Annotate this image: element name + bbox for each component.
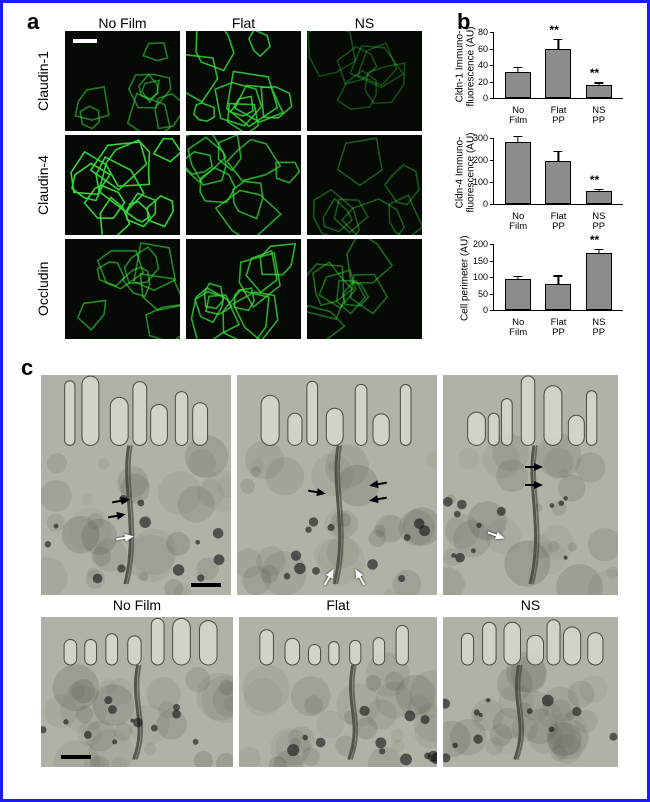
fluorescence-image [307, 239, 422, 339]
black-arrow-icon [534, 463, 543, 471]
significance-marker: ** [549, 23, 558, 37]
chart-plot: 0100200300**No FilmFlat PPNS PP [493, 139, 623, 205]
ytick: 80 [478, 27, 488, 37]
ytick: 40 [478, 60, 488, 70]
ytick: 0 [483, 305, 488, 315]
fluorescence-image [186, 31, 301, 131]
em-micrograph [237, 375, 437, 595]
xtick: NS PP [584, 106, 614, 126]
bar-chart: Cldn-4 Immuno- fluorescence (AU) 01002003… [453, 137, 633, 235]
fluorescence-image [307, 31, 422, 131]
xtick: No Film [503, 318, 533, 338]
bar [505, 279, 531, 310]
em-micrograph [41, 375, 231, 595]
panel-c-label: c [21, 355, 33, 381]
col-header: NS [307, 15, 422, 31]
panel-c-top-row [41, 375, 618, 595]
col-header: Flat [239, 597, 437, 613]
black-arrow-icon [534, 481, 543, 489]
ytick: 100 [473, 272, 488, 282]
xtick: Flat PP [543, 318, 573, 338]
bar [545, 284, 571, 310]
col-header: No Film [65, 15, 180, 31]
ytick: 200 [473, 155, 488, 165]
ytick: 0 [483, 199, 488, 209]
em-micrograph [239, 617, 437, 767]
bar [545, 49, 571, 99]
bar-group [543, 161, 573, 204]
fluorescence-image [65, 31, 180, 131]
col-header: Flat [186, 15, 301, 31]
fluorescence-image [307, 135, 422, 235]
em-micrograph [443, 375, 618, 595]
ytick: 50 [478, 289, 488, 299]
fluorescence-image [65, 239, 180, 339]
bar [505, 142, 531, 204]
bar [586, 253, 612, 310]
col-header: No Film [41, 597, 233, 613]
row-label: Claudin-4 [35, 135, 51, 235]
ytick: 20 [478, 77, 488, 87]
bar [586, 85, 612, 98]
col-header: NS [443, 597, 618, 613]
bar-group [503, 279, 533, 310]
bar [586, 191, 612, 204]
xtick: NS PP [584, 318, 614, 338]
xtick: No Film [503, 212, 533, 232]
significance-marker: ** [590, 233, 599, 247]
bar [545, 161, 571, 204]
panel-a-col-headers: No Film Flat NS [65, 15, 422, 31]
chart-ylabel: Cldn-1 Immuno- fluorescence (AU) [451, 31, 481, 101]
bar-group: ** [584, 85, 614, 98]
ytick: 300 [473, 133, 488, 143]
row-label: Occludin [35, 239, 51, 339]
bar-group: ** [584, 191, 614, 204]
scale-bar [191, 583, 221, 587]
xtick: Flat PP [543, 106, 573, 126]
ytick: 200 [473, 239, 488, 249]
panel-c-bottom-row [41, 617, 618, 767]
black-arrow-icon [120, 495, 130, 504]
xtick: Flat PP [543, 212, 573, 232]
bar [505, 72, 531, 98]
fluorescence-image [65, 135, 180, 235]
bar-chart: Cldn-1 Immuno- fluorescence (AU)02040608… [453, 31, 633, 129]
panel-a-row-labels: Claudin-1 Claudin-4 Occludin [35, 31, 51, 339]
ytick: 60 [478, 44, 488, 54]
significance-marker: ** [590, 173, 599, 187]
scale-bar [73, 39, 97, 43]
bar-group [503, 142, 533, 204]
xtick: No Film [503, 106, 533, 126]
em-micrograph [41, 617, 233, 767]
figure-container: a No Film Flat NS Claudin-1 Claudin-4 Oc… [0, 0, 650, 802]
significance-marker: ** [590, 66, 599, 80]
bar-group: ** [584, 253, 614, 310]
em-micrograph [443, 617, 618, 767]
ytick: 0 [483, 93, 488, 103]
panel-c-col-headers: No Film Flat NS [41, 597, 618, 613]
xtick: NS PP [584, 212, 614, 232]
black-arrow-icon [368, 480, 378, 489]
bar-group [543, 284, 573, 310]
fluorescence-image [186, 239, 301, 339]
ytick: 150 [473, 256, 488, 266]
panel-a-image-grid [65, 31, 422, 339]
bar-chart: Cell perimeter (AU)050100150200**No Film… [453, 243, 633, 341]
bar-group [503, 72, 533, 98]
black-arrow-icon [368, 495, 378, 504]
chart-ylabel: Cldn-4 Immuno- fluorescence (AU) [451, 137, 481, 207]
chart-plot: 050100150200**No FilmFlat PPNS PP [493, 245, 623, 311]
ytick: 100 [473, 177, 488, 187]
scale-bar [61, 755, 91, 759]
panel-b-charts: Cldn-1 Immuno- fluorescence (AU)02040608… [453, 31, 633, 349]
bar-group: ** [543, 49, 573, 99]
chart-plot: 020406080****No FilmFlat PPNS PP [493, 33, 623, 99]
fluorescence-image [186, 135, 301, 235]
row-label: Claudin-1 [35, 31, 51, 131]
